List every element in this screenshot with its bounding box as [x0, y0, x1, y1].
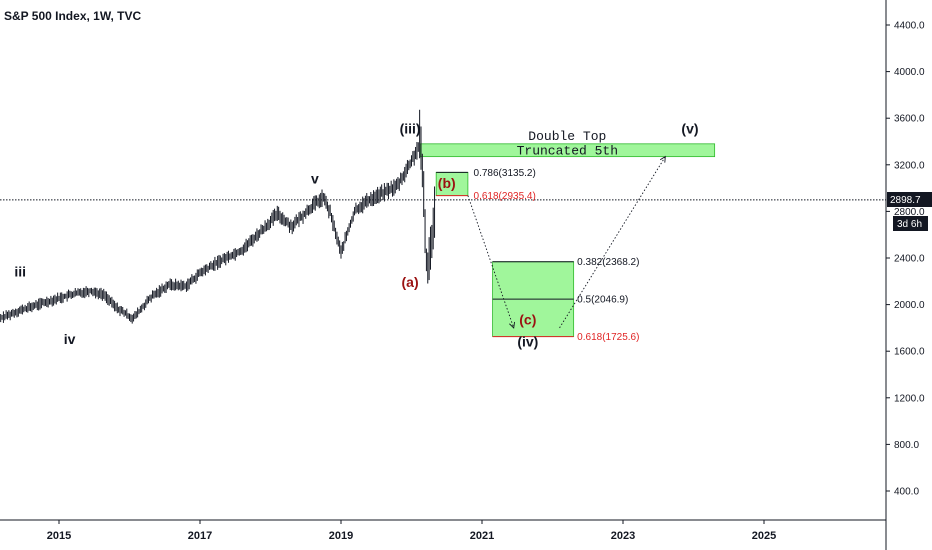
projection-arrowhead: [659, 155, 666, 163]
truncated-5th-annotation: Truncated 5th: [517, 144, 618, 159]
price-tick-label: 800.0: [894, 440, 919, 451]
fib-layer: 0.786(3135.2) 0.618(2935.4) 0.382(2368.2) 0…: [436, 168, 639, 343]
projection-segment: [467, 195, 515, 329]
wave-label: (c): [519, 311, 536, 327]
time-tick-label: 2015: [47, 530, 71, 542]
time-tick-label: 2021: [470, 530, 494, 542]
price-tick-label: 2400.0: [894, 254, 925, 265]
double-top-annotation: Double Top: [528, 129, 606, 144]
wave-label: v: [311, 170, 319, 186]
wave-label: (b): [438, 175, 456, 191]
price-tick-label: 2000.0: [894, 300, 925, 311]
price-tick-label: 1200.0: [894, 393, 925, 404]
wave-label: (v): [681, 120, 698, 136]
fib-level-label: 0.5(2046.9): [577, 295, 628, 306]
fib-level-label: 0.618(1725.6): [577, 332, 639, 343]
time-tick-label: 2019: [329, 530, 353, 542]
countdown-tag: 3d 6h: [893, 216, 928, 231]
wave-label: iii: [14, 264, 26, 280]
wave-label: (iv): [517, 334, 538, 350]
wave-label: (iii): [400, 120, 421, 136]
price-candles: [0, 109, 436, 324]
fib-level-label: 0.618(2935.4): [474, 191, 536, 202]
countdown-value: 3d 6h: [897, 219, 922, 230]
current-price-tag-bg: [887, 192, 932, 207]
price-tick-label: 4000.0: [894, 67, 925, 78]
price-tick-label: 3200.0: [894, 160, 925, 171]
fib-level-label: 0.382(2368.2): [577, 257, 639, 268]
price-axis[interactable]: 4400.0 4000.0 3600.0 3200.0 2800.0 2400.0 2000…: [886, 21, 925, 498]
current-price-value: 2898.7: [890, 195, 921, 206]
price-tick-label: 4400.0: [894, 21, 925, 32]
current-price-tag: 2898.7: [887, 192, 932, 207]
projection-layer: [467, 155, 666, 329]
time-tick-label: 2017: [188, 530, 212, 542]
chart-title: S&P 500 Index, 1W, TVC: [4, 9, 141, 23]
labels-layer: iii iv v (iii) (a) (b) (c) (iv) (v): [14, 120, 698, 349]
time-axis[interactable]: 2015 2017 2019 2021 2023 2025: [47, 520, 776, 542]
countdown-tag-bg: [893, 216, 928, 231]
price-tick-label: 2800.0: [894, 207, 925, 218]
fib-level-label: 0.786(3135.2): [474, 168, 536, 179]
wave-label: (a): [402, 274, 419, 290]
time-tick-label: 2023: [611, 530, 635, 542]
price-tick-label: 400.0: [894, 487, 919, 498]
wave-label: iv: [64, 331, 76, 347]
price-tick-label: 3600.0: [894, 114, 925, 125]
time-tick-label: 2025: [752, 530, 776, 542]
projection-arrowhead: [509, 321, 515, 329]
price-tick-label: 1600.0: [894, 347, 925, 358]
